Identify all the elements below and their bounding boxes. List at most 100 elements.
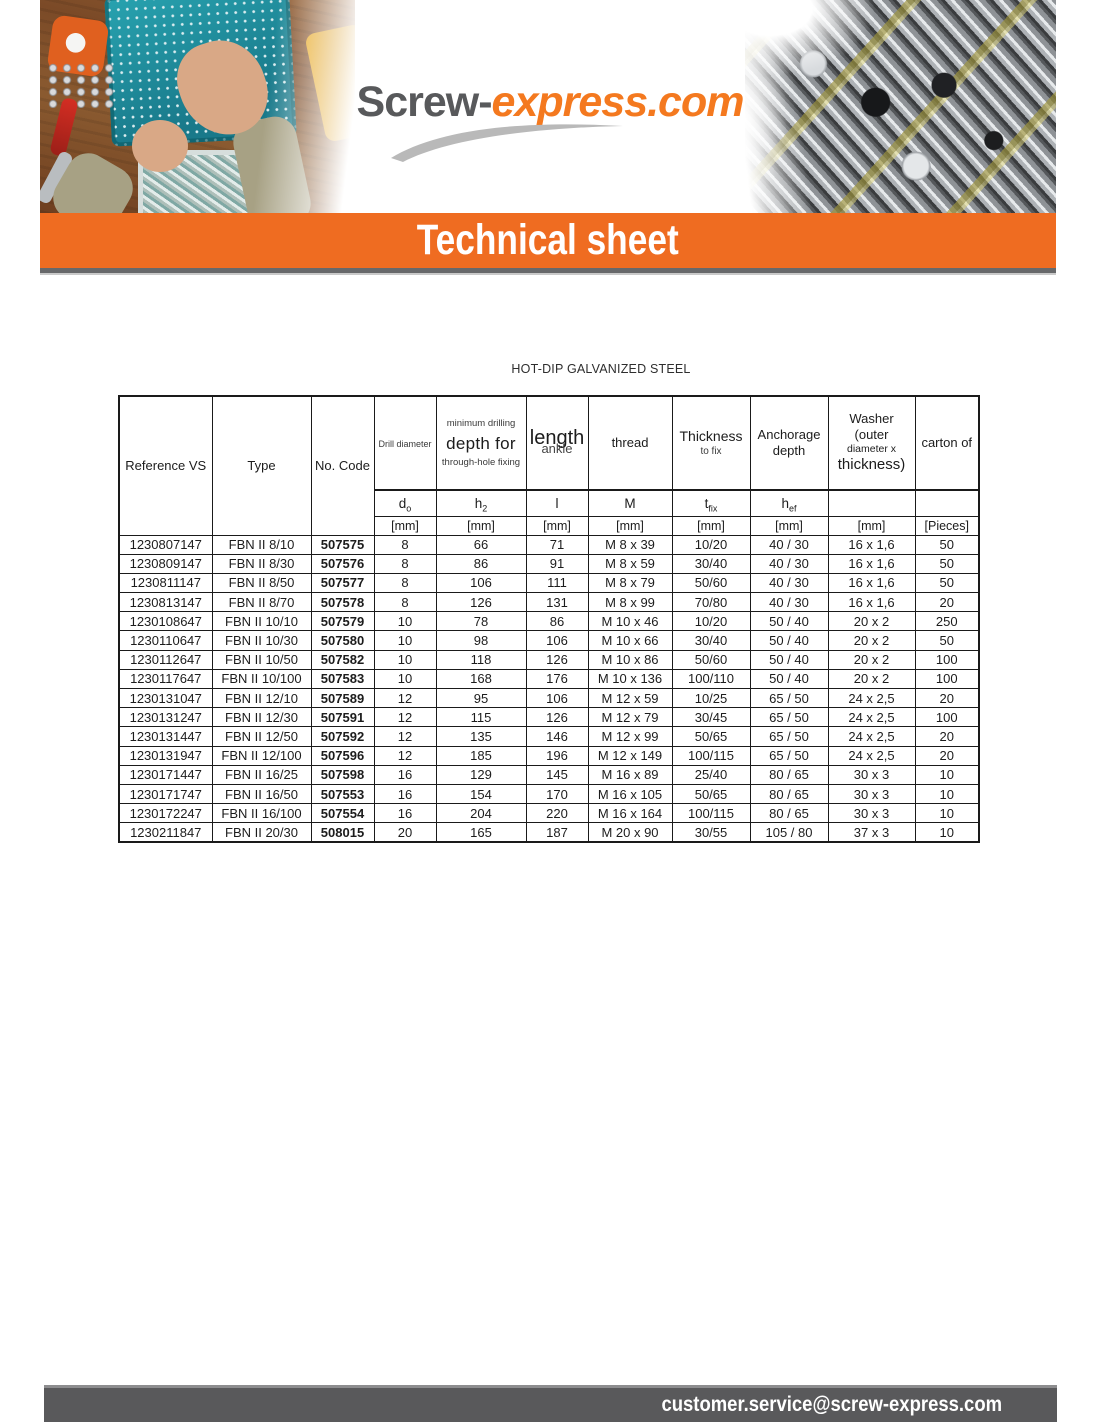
- cell-reference: 1230172247: [118, 803, 213, 824]
- cell-reference: 1230131247: [118, 707, 213, 728]
- cell-reference: 1230108647: [118, 611, 213, 632]
- cell-type: FBN II 16/100: [211, 803, 312, 824]
- cell-type: FBN II 20/30: [211, 822, 312, 843]
- cell-d0: 8: [373, 592, 437, 613]
- cell-code: 507596: [310, 745, 375, 766]
- col-header-carton: carton of: [914, 395, 980, 491]
- cell-thread: M 12 x 59: [587, 687, 673, 709]
- cell-d0: 10: [373, 611, 437, 632]
- cell-d0: 12: [373, 745, 437, 766]
- symbol-hef: hef: [749, 489, 829, 517]
- cell-hef: 50 / 40: [749, 630, 829, 651]
- cell-carton: 10: [914, 803, 980, 824]
- col-header-anchorage: Anchorage depth: [749, 395, 829, 491]
- cell-hef: 40 / 30: [749, 534, 829, 555]
- cell-washer: 16 x 1,6: [827, 572, 916, 594]
- cell-h2: 115: [435, 707, 527, 728]
- cell-l: 126: [525, 649, 589, 670]
- cell-code: 508015: [310, 822, 375, 843]
- cell-reference: 1230110647: [118, 630, 213, 651]
- cell-l: 111: [525, 572, 589, 594]
- cell-reference: 1230131047: [118, 687, 213, 709]
- cell-carton: 10: [914, 783, 980, 805]
- cell-thread: M 16 x 164: [587, 803, 673, 824]
- washer-label-4: thickness): [837, 456, 906, 474]
- page-title: Technical sheet: [417, 216, 679, 264]
- cell-type: FBN II 12/10: [211, 687, 312, 709]
- col-header-code: No. Code: [310, 395, 375, 536]
- cell-type: FBN II 12/50: [211, 726, 312, 747]
- table-row: 1230117647 FBN II 10/100 507583 10 168 176 M 1…: [118, 668, 980, 690]
- unit-m: [mm]: [587, 515, 673, 536]
- cell-type: FBN II 8/70: [211, 592, 312, 613]
- cell-h2: 98: [435, 630, 527, 651]
- cell-washer: 20 x 2: [827, 611, 916, 632]
- cell-d0: 10: [373, 630, 437, 651]
- cell-h2: 95: [435, 687, 527, 709]
- symbol-m: M: [587, 489, 673, 517]
- table-row: 1230211847 FBN II 20/30 508015 20 165 187 M 20…: [118, 822, 980, 843]
- cell-code: 507578: [310, 592, 375, 613]
- cell-l: 126: [525, 707, 589, 728]
- cell-carton: 100: [914, 668, 980, 690]
- tape-measure: [46, 14, 110, 78]
- unit-carton: [Pieces]: [914, 515, 980, 536]
- cell-thread: M 10 x 136: [587, 668, 673, 690]
- cell-hef: 50 / 40: [749, 668, 829, 690]
- cell-carton: 10: [914, 764, 980, 785]
- cell-carton: 250: [914, 611, 980, 632]
- cell-tfix: 10/25: [671, 687, 751, 709]
- screw-organizer-box: [104, 0, 297, 147]
- cell-reference: 1230809147: [118, 553, 213, 574]
- col-header-length: length ankle: [525, 395, 589, 491]
- hand-2: [132, 120, 188, 172]
- cell-tfix: 10/20: [671, 534, 751, 555]
- symbol-carton-empty: [914, 489, 980, 517]
- cell-carton: 10: [914, 822, 980, 843]
- cell-hef: 40 / 30: [749, 553, 829, 574]
- cell-thread: M 8 x 99: [587, 592, 673, 613]
- cell-hef: 40 / 30: [749, 572, 829, 594]
- drill-diameter-label: Drill diameter: [378, 438, 432, 449]
- cell-d0: 16: [373, 783, 437, 805]
- washer-label-3: diameter x: [846, 443, 897, 456]
- cell-carton: 20: [914, 592, 980, 613]
- logo-swoosh-icon: [391, 124, 623, 162]
- right-arm: [229, 112, 315, 213]
- cell-l: 220: [525, 803, 589, 824]
- col-header-type: Type: [211, 395, 312, 536]
- cell-thread: M 10 x 66: [587, 630, 673, 651]
- table-row: 1230172247 FBN II 16/100 507554 16 204 220 M 1…: [118, 803, 980, 824]
- cell-d0: 16: [373, 764, 437, 785]
- cell-thread: M 12 x 79: [587, 707, 673, 728]
- contact-email-link[interactable]: customer.service@screw-express.com: [661, 1393, 1002, 1416]
- screwdriver: [49, 96, 79, 158]
- to-fix-label: to fix: [700, 445, 722, 457]
- spec-table: Reference VS Type No. Code Drill diamete…: [118, 395, 980, 843]
- col-header-thread: thread: [587, 395, 673, 491]
- cell-hef: 80 / 65: [749, 764, 829, 785]
- cell-h2: 126: [435, 592, 527, 613]
- cell-l: 86: [525, 611, 589, 632]
- cell-tfix: 100/110: [671, 668, 751, 690]
- col-header-min-drilling: minimum drilling depth for through-hole …: [435, 395, 527, 491]
- cell-l: 170: [525, 783, 589, 805]
- cell-h2: 118: [435, 649, 527, 670]
- drill: [304, 23, 355, 143]
- cell-carton: 50: [914, 553, 980, 574]
- cell-washer: 20 x 2: [827, 649, 916, 670]
- cell-hef: 40 / 30: [749, 592, 829, 613]
- cell-washer: 16 x 1,6: [827, 592, 916, 613]
- screw-heads: [745, 0, 1056, 213]
- cell-reference: 1230171747: [118, 783, 213, 805]
- cell-d0: 10: [373, 649, 437, 670]
- cell-carton: 20: [914, 745, 980, 766]
- screws-photo: [745, 0, 1056, 213]
- cell-code: 507589: [310, 687, 375, 709]
- cell-code: 507598: [310, 764, 375, 785]
- brand-logo: Screw-express.com: [356, 78, 745, 127]
- cell-washer: 30 x 3: [827, 764, 916, 785]
- table-row: 1230131247 FBN II 12/30 507591 12 115 126 M 12…: [118, 707, 980, 728]
- cell-hef: 50 / 40: [749, 611, 829, 632]
- logo-text-screw: Screw-: [356, 78, 493, 126]
